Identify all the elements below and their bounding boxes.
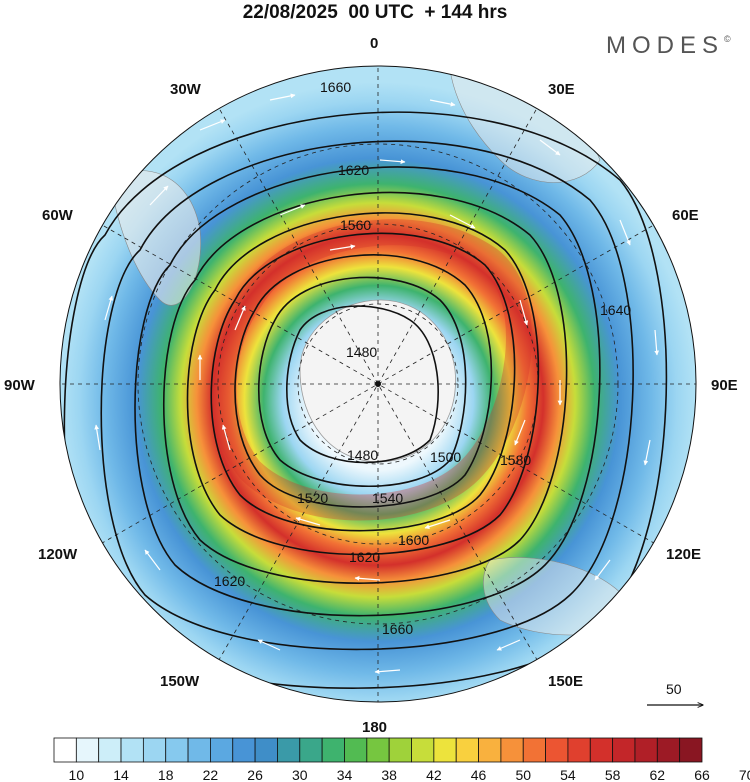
logo-text: MODES — [606, 32, 725, 59]
logo-copyright-mark: © — [724, 34, 731, 44]
colorbar-tick-label: 50 — [515, 767, 531, 782]
colorbar-tick-label: 18 — [158, 767, 174, 782]
colorbar-tick-label: 22 — [203, 767, 219, 782]
contour-label-1480-a: 1480 — [346, 344, 377, 360]
colorbar-cell — [142, 737, 167, 763]
colorbar-cell — [388, 737, 412, 763]
colorbar-cell — [612, 737, 636, 763]
colorbar: 10 14 18 22 26 30 34 38 42 46 50 54 58 62 66 70 — [53, 737, 750, 782]
colorbar-tick-label: 54 — [560, 767, 576, 782]
contour-label-1660-b: 1660 — [382, 621, 413, 637]
colorbar-cell — [277, 737, 301, 763]
colorbar-cell — [679, 737, 703, 763]
colorbar-cell — [455, 737, 479, 763]
colorbar-cell — [500, 737, 524, 763]
wind-vectors — [94, 93, 660, 675]
colorbar-cell — [478, 737, 502, 763]
colorbar-tick-label: 46 — [471, 767, 487, 782]
longitude-labels: 0 30E 60E 90E 120E 150E 180 150W 120W 90… — [4, 35, 738, 736]
lon-label-60w: 60W — [42, 207, 74, 224]
lon-label-30w: 30W — [170, 81, 202, 98]
contour-label-1620-c: 1620 — [214, 573, 245, 589]
colorbar-cell — [589, 737, 614, 763]
colorbar-tick-label: 14 — [113, 767, 129, 782]
contour-label-1520: 1520 — [297, 490, 328, 506]
contour-label-1620-a: 1620 — [338, 162, 369, 178]
contour-label-1660-a: 1660 — [320, 79, 351, 95]
colorbar-tick-label: 26 — [247, 767, 263, 782]
lon-label-0: 0 — [370, 35, 378, 52]
contour-label-1500: 1500 — [430, 449, 461, 465]
colorbar-cell — [321, 737, 345, 763]
colorbar-cells — [53, 737, 703, 763]
colorbar-cell — [366, 737, 390, 763]
colorbar-tick-label: 58 — [605, 767, 621, 782]
lon-label-120e: 120E — [666, 546, 701, 563]
contour-label-1540: 1540 — [372, 490, 403, 506]
colorbar-tick-label: 66 — [694, 767, 710, 782]
contour-label-1620-b: 1620 — [349, 549, 380, 565]
lon-label-150w: 150W — [160, 673, 200, 690]
colorbar-tick-label: 62 — [650, 767, 666, 782]
reference-vector-label: 50 — [666, 681, 682, 697]
colorbar-cell — [165, 737, 189, 763]
jet-core-band — [210, 219, 532, 521]
contour-label-1580: 1580 — [500, 452, 531, 468]
colorbar-tick-label: 42 — [426, 767, 442, 782]
colorbar-cell — [299, 737, 323, 763]
reference-vector: 50 — [647, 681, 703, 705]
colorbar-cell — [75, 737, 100, 763]
south-pole-dot — [375, 381, 381, 387]
map-border — [59, 65, 697, 703]
lon-label-90w: 90W — [4, 377, 36, 394]
colorbar-cell — [522, 737, 546, 763]
colorbar-cell — [567, 737, 591, 763]
colorbar-cell — [187, 737, 211, 763]
lon-label-60e: 60E — [672, 207, 699, 224]
colorbar-cell — [545, 737, 569, 763]
colorbar-cell — [254, 737, 278, 763]
lon-label-180: 180 — [362, 719, 387, 736]
lon-label-90e: 90E — [711, 377, 738, 394]
map-field — [60, 66, 696, 702]
contour-label-1640: 1640 — [600, 302, 631, 318]
lon-label-120w: 120W — [38, 546, 78, 563]
colorbar-cell — [232, 737, 256, 763]
contour-label-1560: 1560 — [340, 217, 371, 233]
colorbar-labels: 10 14 18 22 26 30 34 38 42 46 50 54 58 62 66 70 — [69, 767, 750, 782]
lon-label-150e: 150E — [548, 673, 583, 690]
colorbar-cell — [344, 737, 368, 763]
colorbar-tick-label: 34 — [337, 767, 353, 782]
colorbar-cell — [53, 737, 77, 763]
colorbar-tick-label: 70 — [739, 767, 750, 782]
colorbar-tick-label: 38 — [381, 767, 397, 782]
colorbar-cell — [411, 737, 435, 763]
colorbar-cell — [120, 737, 144, 763]
contour-label-1600: 1600 — [398, 532, 429, 548]
colorbar-tick-label: 30 — [292, 767, 308, 782]
map-title: 22/08/2025 00 UTC + 144 hrs — [242, 2, 508, 23]
colorbar-cell — [98, 737, 122, 763]
lon-label-30e: 30E — [548, 81, 575, 98]
colorbar-tick-label: 10 — [69, 767, 85, 782]
contour-labels: 1480 1480 1500 1520 1540 1560 1580 1600 … — [214, 79, 631, 637]
colorbar-cell — [656, 737, 681, 763]
colorbar-cell — [634, 737, 658, 763]
contour-label-1480-b: 1480 — [347, 447, 378, 463]
colorbar-cell — [433, 737, 457, 763]
colorbar-cell — [210, 737, 234, 763]
modes-logo: MODES© — [606, 32, 731, 60]
